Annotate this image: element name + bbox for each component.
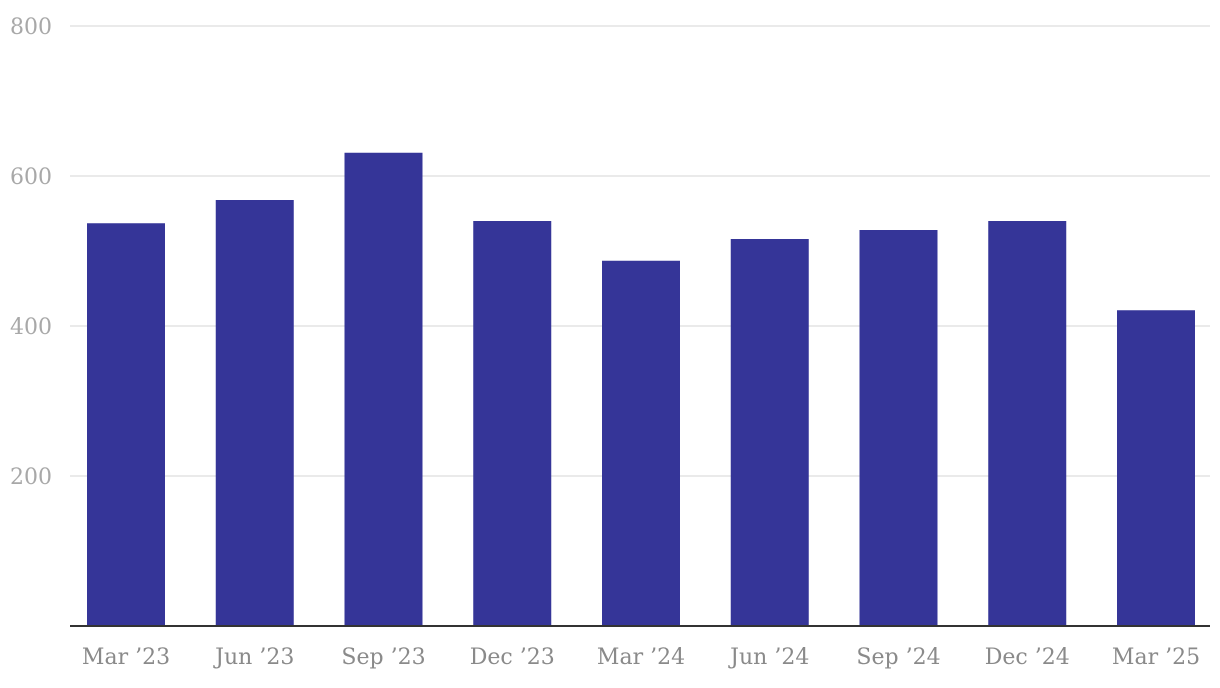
x-axis-ticks: Mar ’23 Jun ’23 Sep ’23 Dec ’23 Mar ’24 Jun ’… [82,645,1200,670]
y-tick-label: 200 [10,465,52,490]
x-tick-label: Mar ’23 [82,645,170,670]
bar-2 [344,152,423,626]
x-tick-label: Mar ’24 [597,645,685,670]
bar-0 [87,223,165,626]
bar-1 [215,200,294,626]
x-tick-label: Mar ’25 [1112,645,1200,670]
x-tick-label: Jun ’24 [728,645,809,670]
x-tick-label: Dec ’23 [470,645,555,670]
bar-4 [602,260,680,626]
y-tick-label: 600 [10,165,52,190]
y-tick-label: 400 [10,315,52,340]
bar-8 [1117,310,1195,626]
bar-6 [859,230,938,626]
x-tick-label: Jun ’23 [213,645,294,670]
bars [87,152,1195,626]
bar-5 [730,239,809,626]
y-tick-label: 800 [10,15,52,40]
x-tick-label: Sep ’23 [341,645,425,670]
x-tick-label: Dec ’24 [985,645,1070,670]
bar-7 [988,221,1067,626]
bar-3 [473,221,552,626]
x-tick-label: Sep ’24 [856,645,940,670]
y-axis-ticks: 200 400 600 800 [10,15,52,490]
